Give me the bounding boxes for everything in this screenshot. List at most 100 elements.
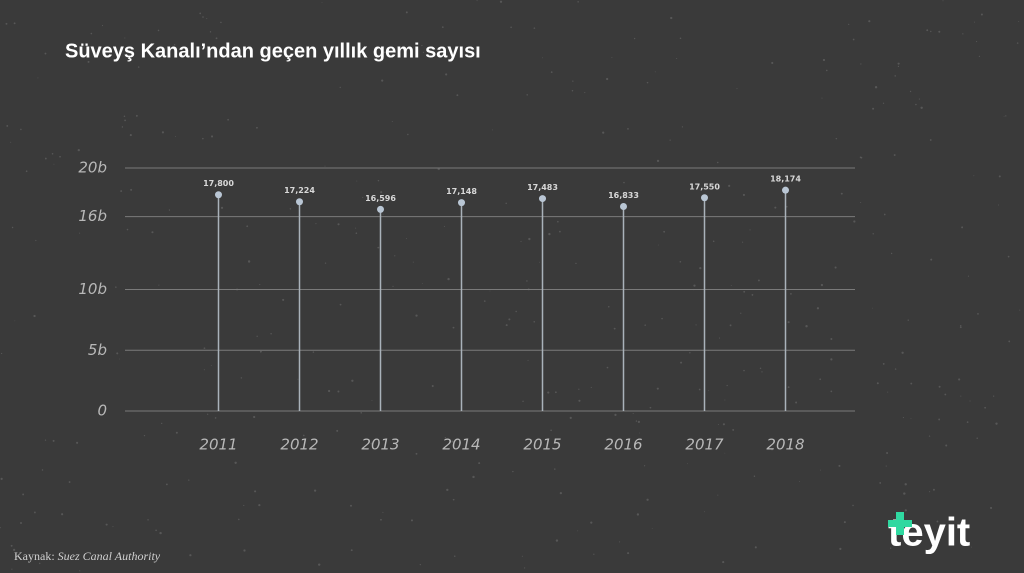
speckle xyxy=(254,490,257,493)
speckle xyxy=(830,390,833,393)
speckle xyxy=(724,452,726,454)
speckle xyxy=(584,91,586,94)
x-tick-label: 2011 xyxy=(199,436,237,454)
speckle xyxy=(38,562,41,565)
speckle xyxy=(751,294,754,296)
speckle xyxy=(754,546,757,549)
speckle xyxy=(1007,255,1010,258)
speckle xyxy=(852,504,854,507)
x-tick-label: 2014 xyxy=(442,436,480,454)
speckle xyxy=(654,71,656,73)
speckle xyxy=(942,0,944,2)
speckle xyxy=(967,275,970,277)
speckle xyxy=(716,161,719,164)
speckle xyxy=(79,570,81,572)
speckle xyxy=(904,483,907,486)
speckle xyxy=(199,12,202,15)
speckle xyxy=(37,77,39,79)
speckle xyxy=(121,126,124,128)
speckle xyxy=(593,553,595,555)
speckle xyxy=(1016,42,1019,44)
speckle xyxy=(382,213,384,215)
x-tick-label: 2012 xyxy=(280,436,318,454)
speckle xyxy=(657,244,659,246)
speckle xyxy=(787,386,790,389)
speckle xyxy=(938,30,941,33)
speckle xyxy=(61,513,64,516)
speckle xyxy=(256,335,258,337)
speckle xyxy=(693,284,696,287)
speckle xyxy=(771,448,773,451)
speckle xyxy=(165,483,168,486)
speckle xyxy=(761,371,763,373)
speckle xyxy=(240,377,243,379)
speckle xyxy=(623,181,625,184)
speckle xyxy=(852,38,855,41)
speckle xyxy=(853,220,856,223)
x-tick-label: 2013 xyxy=(361,436,399,454)
speckle xyxy=(712,240,715,243)
y-tick-label: 16b xyxy=(78,207,107,225)
speckle xyxy=(119,358,121,360)
speckle xyxy=(83,56,85,58)
speckle xyxy=(670,16,673,20)
logo-plus xyxy=(896,512,904,535)
speckle xyxy=(327,389,331,393)
speckle xyxy=(606,77,609,81)
speckle xyxy=(499,0,503,3)
speckle xyxy=(445,73,448,76)
speckle xyxy=(771,61,774,65)
speckle xyxy=(523,567,526,569)
dot xyxy=(539,195,546,203)
speckle xyxy=(904,509,907,512)
source-label: Kaynak: xyxy=(14,549,55,563)
speckle xyxy=(590,386,592,389)
speckle xyxy=(681,126,684,128)
speckle xyxy=(547,391,550,394)
speckle xyxy=(984,406,986,409)
speckle xyxy=(632,412,634,415)
y-tick-label: 20b xyxy=(78,159,107,177)
speckle xyxy=(383,51,386,54)
speckle xyxy=(572,80,574,82)
speckle xyxy=(644,324,646,326)
speckle xyxy=(879,482,882,484)
speckle xyxy=(578,388,580,390)
speckle xyxy=(687,463,688,465)
speckle xyxy=(214,417,217,419)
speckle xyxy=(830,337,833,340)
speckle xyxy=(351,379,354,382)
speckle xyxy=(989,506,993,509)
speckle xyxy=(936,520,939,523)
speckle xyxy=(717,494,719,496)
speckle xyxy=(757,279,760,282)
speckle xyxy=(202,16,204,18)
speckle xyxy=(324,165,326,167)
speckle xyxy=(89,164,91,166)
speckle xyxy=(619,541,621,543)
speckle xyxy=(202,137,204,140)
speckle xyxy=(897,65,900,68)
speckle xyxy=(243,504,245,507)
value-label: 17,550 xyxy=(689,182,720,191)
speckle xyxy=(452,498,455,501)
speckle xyxy=(787,321,790,324)
speckle xyxy=(918,98,920,100)
y-tick-label: 5b xyxy=(88,341,107,359)
speckle xyxy=(120,190,123,192)
speckle xyxy=(52,439,55,442)
chart-title: Süveyş Kanalı’ndan geçen yıllık gemi say… xyxy=(65,40,481,62)
speckle xyxy=(830,358,833,361)
speckle xyxy=(970,546,972,548)
dot xyxy=(701,194,708,202)
speckle xyxy=(85,54,88,57)
speckle xyxy=(679,260,682,263)
speckle xyxy=(915,103,917,106)
source-name: Suez Canal Authority xyxy=(58,549,161,563)
speckle xyxy=(526,94,528,96)
speckle xyxy=(129,134,132,137)
y-tick-label: 10b xyxy=(78,280,107,298)
dot xyxy=(377,205,384,213)
speckle xyxy=(885,465,887,467)
